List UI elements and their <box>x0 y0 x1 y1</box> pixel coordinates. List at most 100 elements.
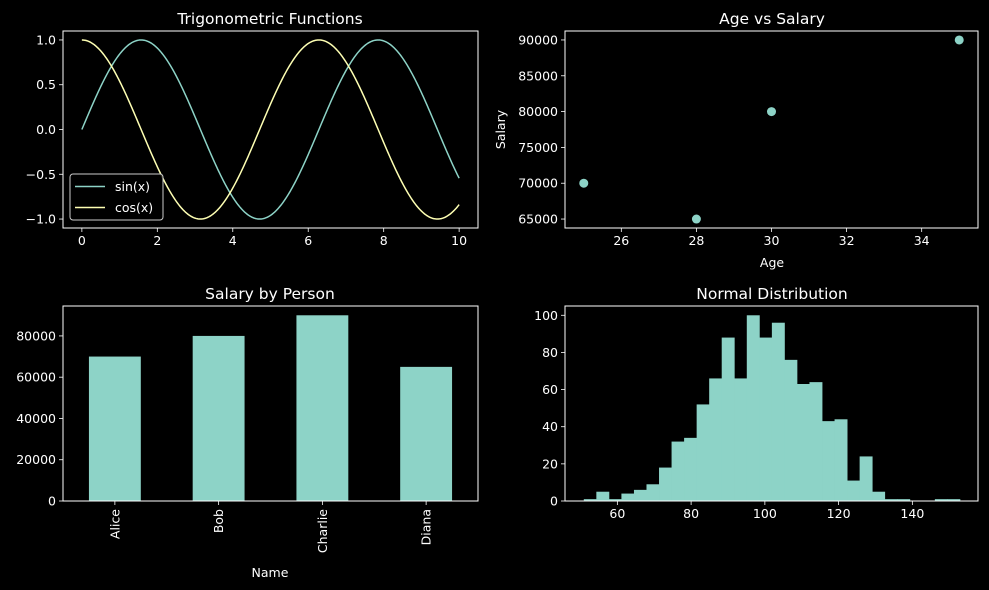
trig-ytick-label: −0.5 <box>26 167 56 182</box>
hist-bar <box>671 441 685 501</box>
scatter-panel: Age vs Salary 26 28 30 32 34 65000 70000 75000 8… <box>493 10 979 270</box>
scatter-ytick-label: 80000 <box>518 104 558 119</box>
trig-line-sin <box>81 39 460 220</box>
hist-bars <box>583 315 961 501</box>
hist-bar <box>646 484 660 501</box>
hist-ytick-label: 100 <box>534 308 558 323</box>
bar-ytick-label: 80000 <box>16 328 56 343</box>
hist-bar <box>859 456 873 501</box>
scatter-ytick-label: 75000 <box>518 140 558 155</box>
hist-bar <box>759 337 773 501</box>
scatter-title: Age vs Salary <box>719 10 825 28</box>
bar-bob <box>192 335 245 501</box>
bar-ticks: 0 20000 40000 60000 80000 Alice Bob Charlie Dian… <box>16 328 433 553</box>
scatter-xlabel: Age <box>760 255 784 270</box>
trig-panel: Trigonometric Functions 0 2 4 6 8 10−1.0−0.50… <box>26 10 479 248</box>
trig-ytick-label: −1.0 <box>26 212 56 227</box>
hist-bar <box>947 499 961 501</box>
hist-bar <box>709 378 723 501</box>
hist-title: Normal Distribution <box>696 285 847 303</box>
bar-ytick-label: 20000 <box>16 452 56 467</box>
trig-ticks: 0 2 4 6 8 10 −1.0 −0.5 0.0 0.5 1.0 <box>26 32 467 248</box>
scatter-ylabel: Salary <box>493 109 508 149</box>
bar-xlabel: Name <box>252 565 289 580</box>
trig-xtick-label: 6 <box>304 233 312 248</box>
bar-ytick-label: 0 <box>48 494 56 509</box>
scatter-xtick-label: 30 <box>764 233 780 248</box>
hist-bar <box>884 499 898 501</box>
scatter-ytick-label: 85000 <box>518 68 558 83</box>
hist-ytick-label: 40 <box>542 419 558 434</box>
scatter-point <box>691 214 701 224</box>
scatter-point <box>767 107 776 117</box>
trig-xtick-label: 2 <box>153 233 161 248</box>
trig-legend-label-cos: cos(x) <box>115 200 153 215</box>
hist-panel: Normal Distribution 60 80 100 120 1400204060… <box>534 285 979 521</box>
hist-bar <box>847 480 861 501</box>
trig-line-cos <box>81 39 460 220</box>
hist-bar <box>684 437 698 501</box>
bar-axes-frame <box>62 305 479 502</box>
bar-alice <box>88 356 141 501</box>
trig-xtick-label: 10 <box>451 233 467 248</box>
hist-ticks: 60 80 100 120 140 0 20 40 60 80 100 <box>534 308 924 521</box>
trig-ytick-label: 0.5 <box>36 77 56 92</box>
hist-xtick-label: 140 <box>900 506 924 521</box>
hist-bar <box>784 359 798 501</box>
trig-xtick-label: 0 <box>78 233 86 248</box>
hist-bar <box>596 491 610 501</box>
hist-xtick-label: 80 <box>683 506 699 521</box>
scatter-xtick-label: 26 <box>613 233 629 248</box>
bar-xtick-label: Bob <box>211 509 226 533</box>
bar-xtick-label: Diana <box>419 509 434 545</box>
scatter-ytick-label: 90000 <box>518 32 558 47</box>
hist-bar <box>934 499 948 501</box>
hist-bar <box>872 491 886 501</box>
bar-xtick-label: Charlie <box>315 509 330 553</box>
trig-legend-label-sin: sin(x) <box>115 179 150 194</box>
hist-xtick-label: 100 <box>753 506 777 521</box>
trig-ytick-label: 0.0 <box>36 122 56 137</box>
hist-bar <box>834 419 848 501</box>
bar-xtick-label: Alice <box>107 509 122 539</box>
hist-ytick-label: 80 <box>542 345 558 360</box>
hist-bar <box>796 384 810 501</box>
hist-xtick-label: 120 <box>827 506 851 521</box>
hist-bar <box>721 337 735 501</box>
bar-ytick-label: 60000 <box>16 370 56 385</box>
scatter-ytick-label: 70000 <box>518 176 558 191</box>
scatter-ytick-label: 65000 <box>518 212 558 227</box>
scatter-point <box>954 35 964 45</box>
trig-legend-box <box>69 173 164 221</box>
bar-bars <box>88 315 453 501</box>
bar-ytick-label: 40000 <box>16 411 56 426</box>
hist-ytick-label: 60 <box>542 382 558 397</box>
hist-bar <box>897 499 911 501</box>
trig-title: Trigonometric Functions <box>176 10 362 28</box>
scatter-xtick-label: 32 <box>839 233 855 248</box>
trig-ytick-label: 1.0 <box>36 32 56 47</box>
hist-ytick-label: 20 <box>542 456 558 471</box>
hist-bar <box>734 378 748 501</box>
scatter-xtick-label: 34 <box>914 233 930 248</box>
scatter-ticks: 26 28 30 32 34 65000 70000 75000 80000 85000 90000 <box>518 32 929 248</box>
scatter-point <box>579 178 589 188</box>
scatter-points <box>579 35 964 224</box>
hist-bar <box>621 493 635 501</box>
hist-axes-frame <box>564 305 979 502</box>
trig-xtick-label: 4 <box>229 233 237 248</box>
trig-xtick-label: 8 <box>380 233 388 248</box>
trig-lines <box>81 39 460 220</box>
hist-bar <box>659 467 672 501</box>
bar-diana <box>400 366 453 501</box>
hist-bar <box>822 421 835 501</box>
hist-bar <box>771 322 785 501</box>
hist-bar <box>696 404 710 501</box>
hist-bar <box>583 499 597 501</box>
trig-axes-frame <box>62 30 479 229</box>
hist-ytick-label: 0 <box>550 494 558 509</box>
trig-legend: sin(x) cos(x) <box>69 173 164 221</box>
hist-bar <box>633 489 647 501</box>
bar-panel: Salary by Person 0 20000 40000 60000 80000 Al… <box>16 285 479 580</box>
